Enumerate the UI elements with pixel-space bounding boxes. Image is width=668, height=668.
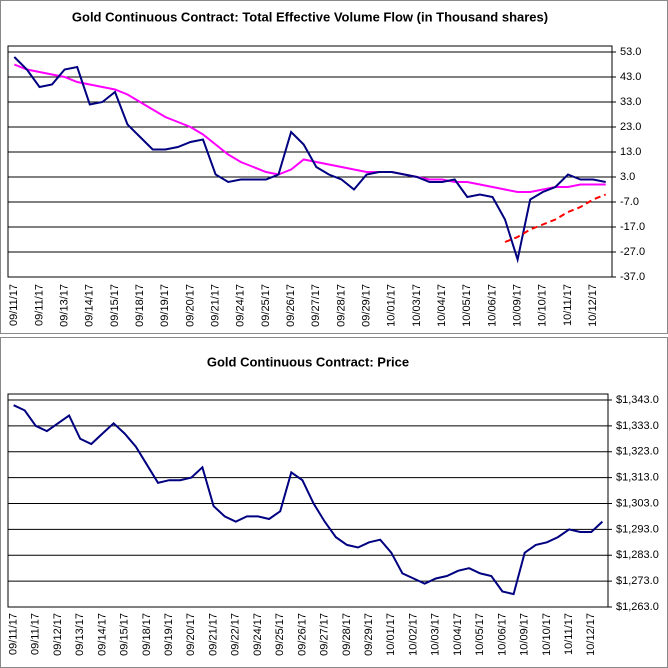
x-tick-label: 09/26/17 bbox=[285, 284, 297, 327]
y-tick-label: -7.0 bbox=[620, 196, 639, 208]
x-tick-label: 09/13/17 bbox=[74, 613, 86, 656]
x-tick-label: 09/11/17 bbox=[8, 284, 20, 326]
data-line bbox=[13, 56, 606, 264]
x-tick-label: 09/28/17 bbox=[341, 613, 353, 656]
y-tick-label: $1,343.0 bbox=[616, 394, 659, 406]
chart-title: Gold Continuous Contract: Total Effectiv… bbox=[72, 9, 548, 24]
y-tick-label: 43.0 bbox=[620, 71, 641, 83]
y-tick-label: $1,293.0 bbox=[616, 523, 659, 535]
x-tick-label: 09/20/17 bbox=[185, 613, 197, 656]
x-tick-label: 09/11/17 bbox=[30, 613, 42, 655]
y-tick-label: 33.0 bbox=[620, 96, 641, 108]
x-tick-label: 09/12/17 bbox=[52, 613, 64, 656]
x-tick-label: 09/22/17 bbox=[230, 613, 242, 656]
data-line bbox=[504, 193, 607, 243]
x-tick-label: 10/11/17 bbox=[563, 613, 575, 655]
y-tick-label: $1,283.0 bbox=[616, 549, 659, 561]
x-tick-label: 09/25/17 bbox=[274, 613, 286, 656]
x-tick-label: 09/24/17 bbox=[235, 284, 247, 327]
x-tick-label: 10/09/17 bbox=[512, 284, 524, 327]
x-tick-label: 09/21/17 bbox=[207, 613, 219, 656]
x-tick-label: 09/19/17 bbox=[163, 613, 175, 656]
x-tick-label: 09/11/17 bbox=[7, 613, 19, 655]
x-tick-label: 09/14/17 bbox=[84, 284, 96, 327]
x-tick-label: 09/15/17 bbox=[119, 613, 131, 656]
y-tick-label: -27.0 bbox=[620, 246, 645, 258]
x-tick-label: 10/10/17 bbox=[541, 613, 553, 656]
x-tick-label: 09/25/17 bbox=[260, 284, 272, 327]
x-tick-label: 09/21/17 bbox=[210, 284, 222, 327]
x-tick-label: 09/11/17 bbox=[33, 284, 45, 326]
y-tick-label: 3.0 bbox=[620, 171, 635, 183]
x-tick-label: 10/02/17 bbox=[407, 613, 419, 656]
x-tick-label: 09/26/17 bbox=[296, 613, 308, 656]
x-tick-label: 09/27/17 bbox=[310, 284, 322, 327]
x-tick-label: 10/04/17 bbox=[436, 284, 448, 327]
x-tick-label: 10/05/17 bbox=[474, 613, 486, 656]
x-tick-label: 10/04/17 bbox=[452, 613, 464, 656]
x-tick-label: 09/13/17 bbox=[59, 284, 71, 327]
x-tick-label: 09/24/17 bbox=[252, 613, 264, 656]
y-tick-label: $1,313.0 bbox=[616, 472, 659, 484]
y-tick-label: $1,273.0 bbox=[616, 575, 659, 587]
x-tick-label: 10/09/17 bbox=[519, 613, 531, 656]
x-tick-label: 10/05/17 bbox=[461, 284, 473, 327]
x-tick-label: 10/06/17 bbox=[496, 613, 508, 656]
y-tick-label: $1,303.0 bbox=[616, 497, 659, 509]
x-tick-label: 09/15/17 bbox=[109, 284, 121, 327]
x-tick-label: 09/19/17 bbox=[159, 284, 171, 327]
data-line bbox=[13, 63, 606, 193]
y-tick-label: $1,333.0 bbox=[616, 420, 659, 432]
x-tick-label: 10/06/17 bbox=[486, 284, 498, 327]
x-tick-label: 09/29/17 bbox=[363, 613, 375, 656]
x-tick-label: 09/18/17 bbox=[134, 284, 146, 327]
y-tick-label: 53.0 bbox=[620, 46, 641, 58]
x-tick-label: 09/27/17 bbox=[319, 613, 331, 656]
x-tick-label: 10/12/17 bbox=[585, 613, 597, 656]
x-tick-label: 10/10/17 bbox=[537, 284, 549, 327]
y-tick-label: $1,323.0 bbox=[616, 446, 659, 458]
x-tick-label: 09/20/17 bbox=[184, 284, 196, 327]
y-tick-label: -17.0 bbox=[620, 221, 645, 233]
data-line bbox=[13, 404, 604, 596]
x-tick-label: 10/01/17 bbox=[385, 613, 397, 656]
x-tick-label: 10/11/17 bbox=[562, 284, 574, 326]
x-tick-label: 10/03/17 bbox=[411, 284, 423, 327]
x-tick-label: 10/12/17 bbox=[587, 284, 599, 327]
plot-area bbox=[7, 393, 609, 608]
x-tick-label: 09/29/17 bbox=[361, 284, 373, 327]
x-tick-label: 09/28/17 bbox=[335, 284, 347, 327]
x-tick-label: 10/03/17 bbox=[430, 613, 442, 656]
x-tick-label: 09/14/17 bbox=[96, 613, 108, 656]
y-tick-label: 23.0 bbox=[620, 121, 641, 133]
y-tick-label: 13.0 bbox=[620, 146, 641, 158]
x-tick-label: 09/18/17 bbox=[141, 613, 153, 656]
y-tick-label: -37.0 bbox=[620, 271, 645, 283]
x-tick-label: 10/01/17 bbox=[386, 284, 398, 327]
y-tick-label: $1,263.0 bbox=[616, 601, 659, 613]
chart-title: Gold Continuous Contract: Price bbox=[207, 354, 409, 369]
